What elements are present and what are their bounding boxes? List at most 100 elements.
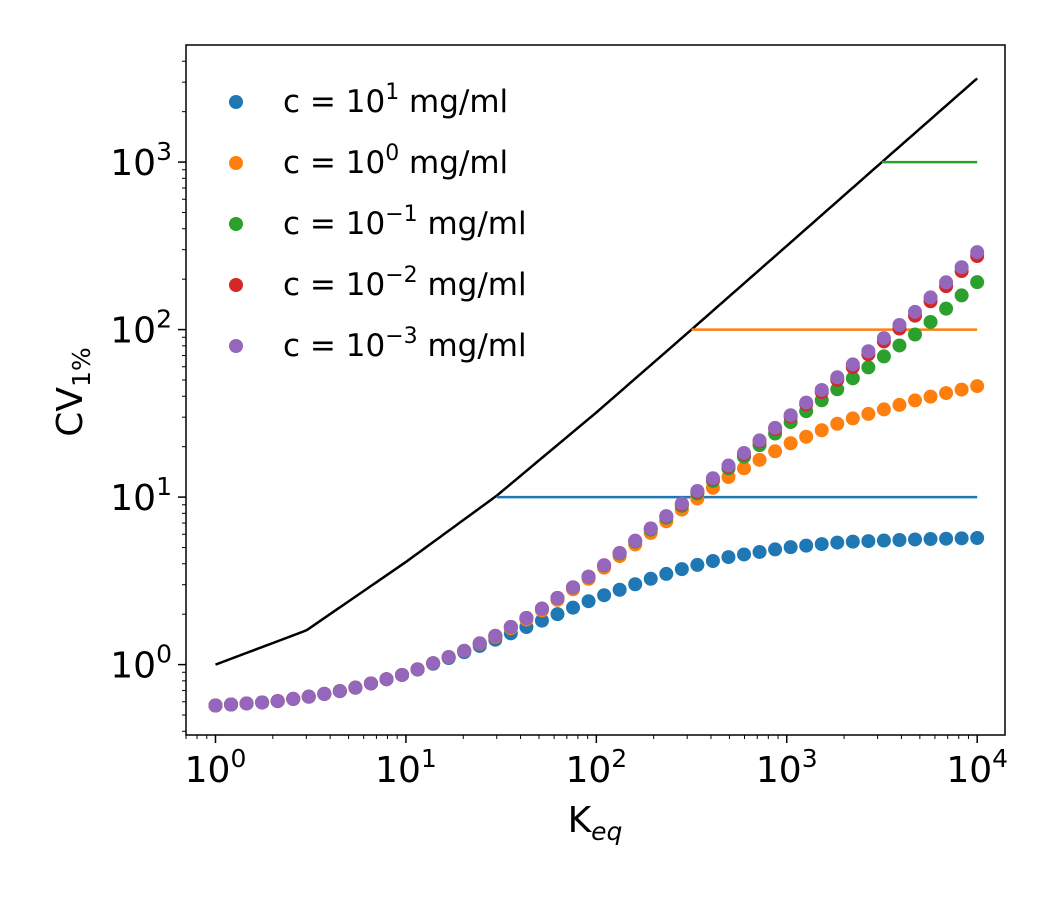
series-1-point [908,532,922,547]
series-2-point [908,393,922,408]
series-5-point [270,694,285,709]
series-1-point [674,562,689,577]
series-2-point [830,416,845,431]
plot-frame [185,44,1006,736]
x-axis-label-subscript: eq [591,817,622,846]
series-5 [208,245,985,713]
y-tick-base: 10 [110,143,156,184]
series-5-point [534,601,549,616]
series-5-point [705,471,720,486]
series-5-point [721,458,736,473]
legend-label: c = 10−3 mg/ml [283,324,527,364]
reference-line [215,77,978,666]
series-1-point [861,534,876,549]
series-2-point [737,461,752,476]
series-1-point [876,533,891,548]
series-5-point [814,382,829,397]
series-1 [208,530,985,713]
series-5-point [845,357,860,372]
series-5-point [317,686,332,701]
x-axis-label: Keq [568,800,623,846]
series-1-point [845,534,860,549]
series-2-point [923,389,938,404]
legend-marker [229,156,243,170]
series-5-point [519,610,534,625]
series-1-point [705,554,720,568]
x-tick-label-2: 102 [565,744,627,791]
series-1-point [581,594,596,609]
series-1-point [534,613,549,628]
x-tick-base: 10 [565,750,611,791]
series-5-point [348,680,363,695]
legend-item-3: c = 10−1 mg/ml [229,202,527,242]
series-5-point [441,650,456,665]
series-5-point [861,344,876,359]
series-3-point [876,349,891,364]
series-1-point [939,531,954,546]
legend-label-unit: mg/ml [418,206,527,242]
series-5-point [643,521,658,536]
legend-label-unit: mg/ml [399,84,508,120]
series-5-point [472,636,487,651]
series-5-point [768,420,783,435]
series-2-point [876,402,891,417]
series-3-point [939,301,954,316]
series-5-point [876,331,891,346]
plot-marks [208,77,985,713]
series-1-point [643,571,658,586]
series-1-point [597,588,612,603]
series-2-point [768,444,783,459]
series-2-point [783,436,798,451]
legend-marker [229,217,243,231]
series-5-point [923,290,938,305]
y-axis-label: CV1% [50,347,96,436]
x-tick-label-3: 103 [756,744,818,791]
series-2-point [939,386,954,401]
series-3-point [923,314,938,329]
y-axis-label-subscript: 1% [67,347,96,387]
series-5-point [674,496,689,511]
series-5-point [426,656,441,671]
series-5-point [255,695,270,710]
y-axis-label-main: CV [50,387,91,437]
series-2-point [892,397,907,412]
x-tick-label-4: 104 [946,744,1008,791]
series-2-point [814,423,829,438]
legend-marker [229,95,243,109]
series-5-point [908,304,922,319]
series-5-point [752,433,767,448]
legend-item-2: c = 100 mg/ml [229,141,508,181]
legend-label-unit: mg/ml [399,145,508,181]
legend-label: c = 101 mg/ml [283,80,508,120]
series-3-point [954,288,969,303]
legend-marker [229,339,243,353]
series-5-point [208,698,223,713]
legend-label-base: c = 10 [283,267,385,303]
legend-item-4: c = 10−2 mg/ml [229,263,527,303]
legend-item-1: c = 101 mg/ml [229,80,508,120]
series-5-point [892,317,907,332]
series-5-point [830,370,845,385]
series-1-point [954,531,969,546]
series-3-point [908,327,922,342]
y-tick-label-3: 103 [110,137,172,184]
series-5-point [379,672,394,687]
legend-label-exponent: −2 [385,263,417,288]
series-2-point [845,411,860,426]
x-tick-label-1: 101 [375,744,437,791]
legend-label-exponent: −1 [385,202,417,227]
y-tick-exponent: 3 [156,137,172,166]
series-2-point [954,382,969,397]
y-tick-label-0: 100 [110,640,172,687]
series-5-point [286,691,301,706]
series-1-point [830,535,845,550]
y-tick-base: 10 [110,311,156,352]
series-5-point [566,580,581,595]
series-1-point [814,537,829,552]
series-1-point [659,566,674,581]
series-5-point [939,275,954,290]
x-tick-base: 10 [375,750,421,791]
y-tick-label-2: 102 [110,305,172,352]
series-5-point [954,260,969,275]
